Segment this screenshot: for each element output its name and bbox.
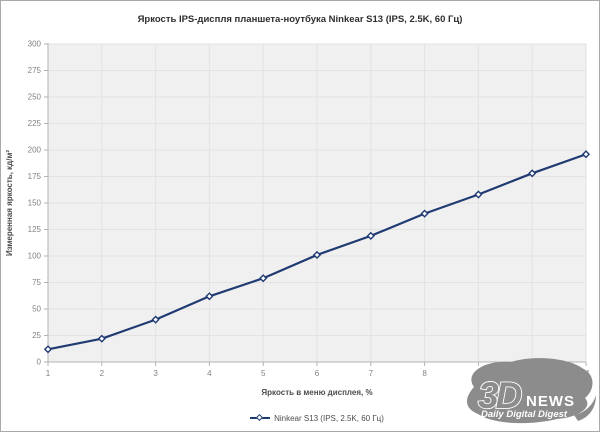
svg-text:4: 4: [207, 369, 212, 378]
svg-text:7: 7: [369, 369, 374, 378]
chart-title: Яркость IPS-диспля планшета-ноутбука Nin…: [137, 14, 463, 25]
svg-text:225: 225: [28, 119, 42, 128]
logo-tagline-text: Daily Digital Digest: [481, 409, 568, 420]
chart-legend: Ninkear S13 (IPS, 2.5K, 60 Гц): [48, 412, 586, 424]
x-axis-label: Яркость в меню дисплея, %: [261, 388, 373, 397]
svg-text:75: 75: [32, 278, 41, 287]
svg-text:100: 100: [28, 252, 42, 261]
logo-brush-blob: [466, 358, 593, 424]
3dnews-logo: 3D NEWS Daily Digital Digest: [466, 358, 596, 424]
logo-brush-streak: [574, 395, 596, 421]
legend-line-icon: [250, 413, 271, 421]
svg-text:2: 2: [100, 369, 105, 378]
svg-text:25: 25: [32, 331, 41, 340]
legend-series-label: Ninkear S13 (IPS, 2.5K, 60 Гц): [274, 413, 384, 423]
svg-text:6: 6: [315, 369, 320, 378]
svg-text:1: 1: [46, 369, 51, 378]
svg-text:250: 250: [28, 93, 42, 102]
svg-text:150: 150: [28, 199, 42, 208]
svg-text:3: 3: [153, 369, 158, 378]
logo-3d-text: 3D: [478, 375, 522, 416]
svg-text:275: 275: [28, 66, 42, 75]
svg-text:200: 200: [28, 146, 42, 155]
svg-text:0: 0: [37, 358, 42, 367]
legend-marker-icon: [256, 413, 264, 421]
svg-text:175: 175: [28, 172, 42, 181]
logo-news-text: NEWS: [526, 393, 575, 410]
svg-text:300: 300: [28, 40, 42, 49]
svg-text:5: 5: [261, 369, 266, 378]
svg-text:8: 8: [422, 369, 427, 378]
svg-text:125: 125: [28, 225, 42, 234]
svg-text:50: 50: [32, 305, 41, 314]
